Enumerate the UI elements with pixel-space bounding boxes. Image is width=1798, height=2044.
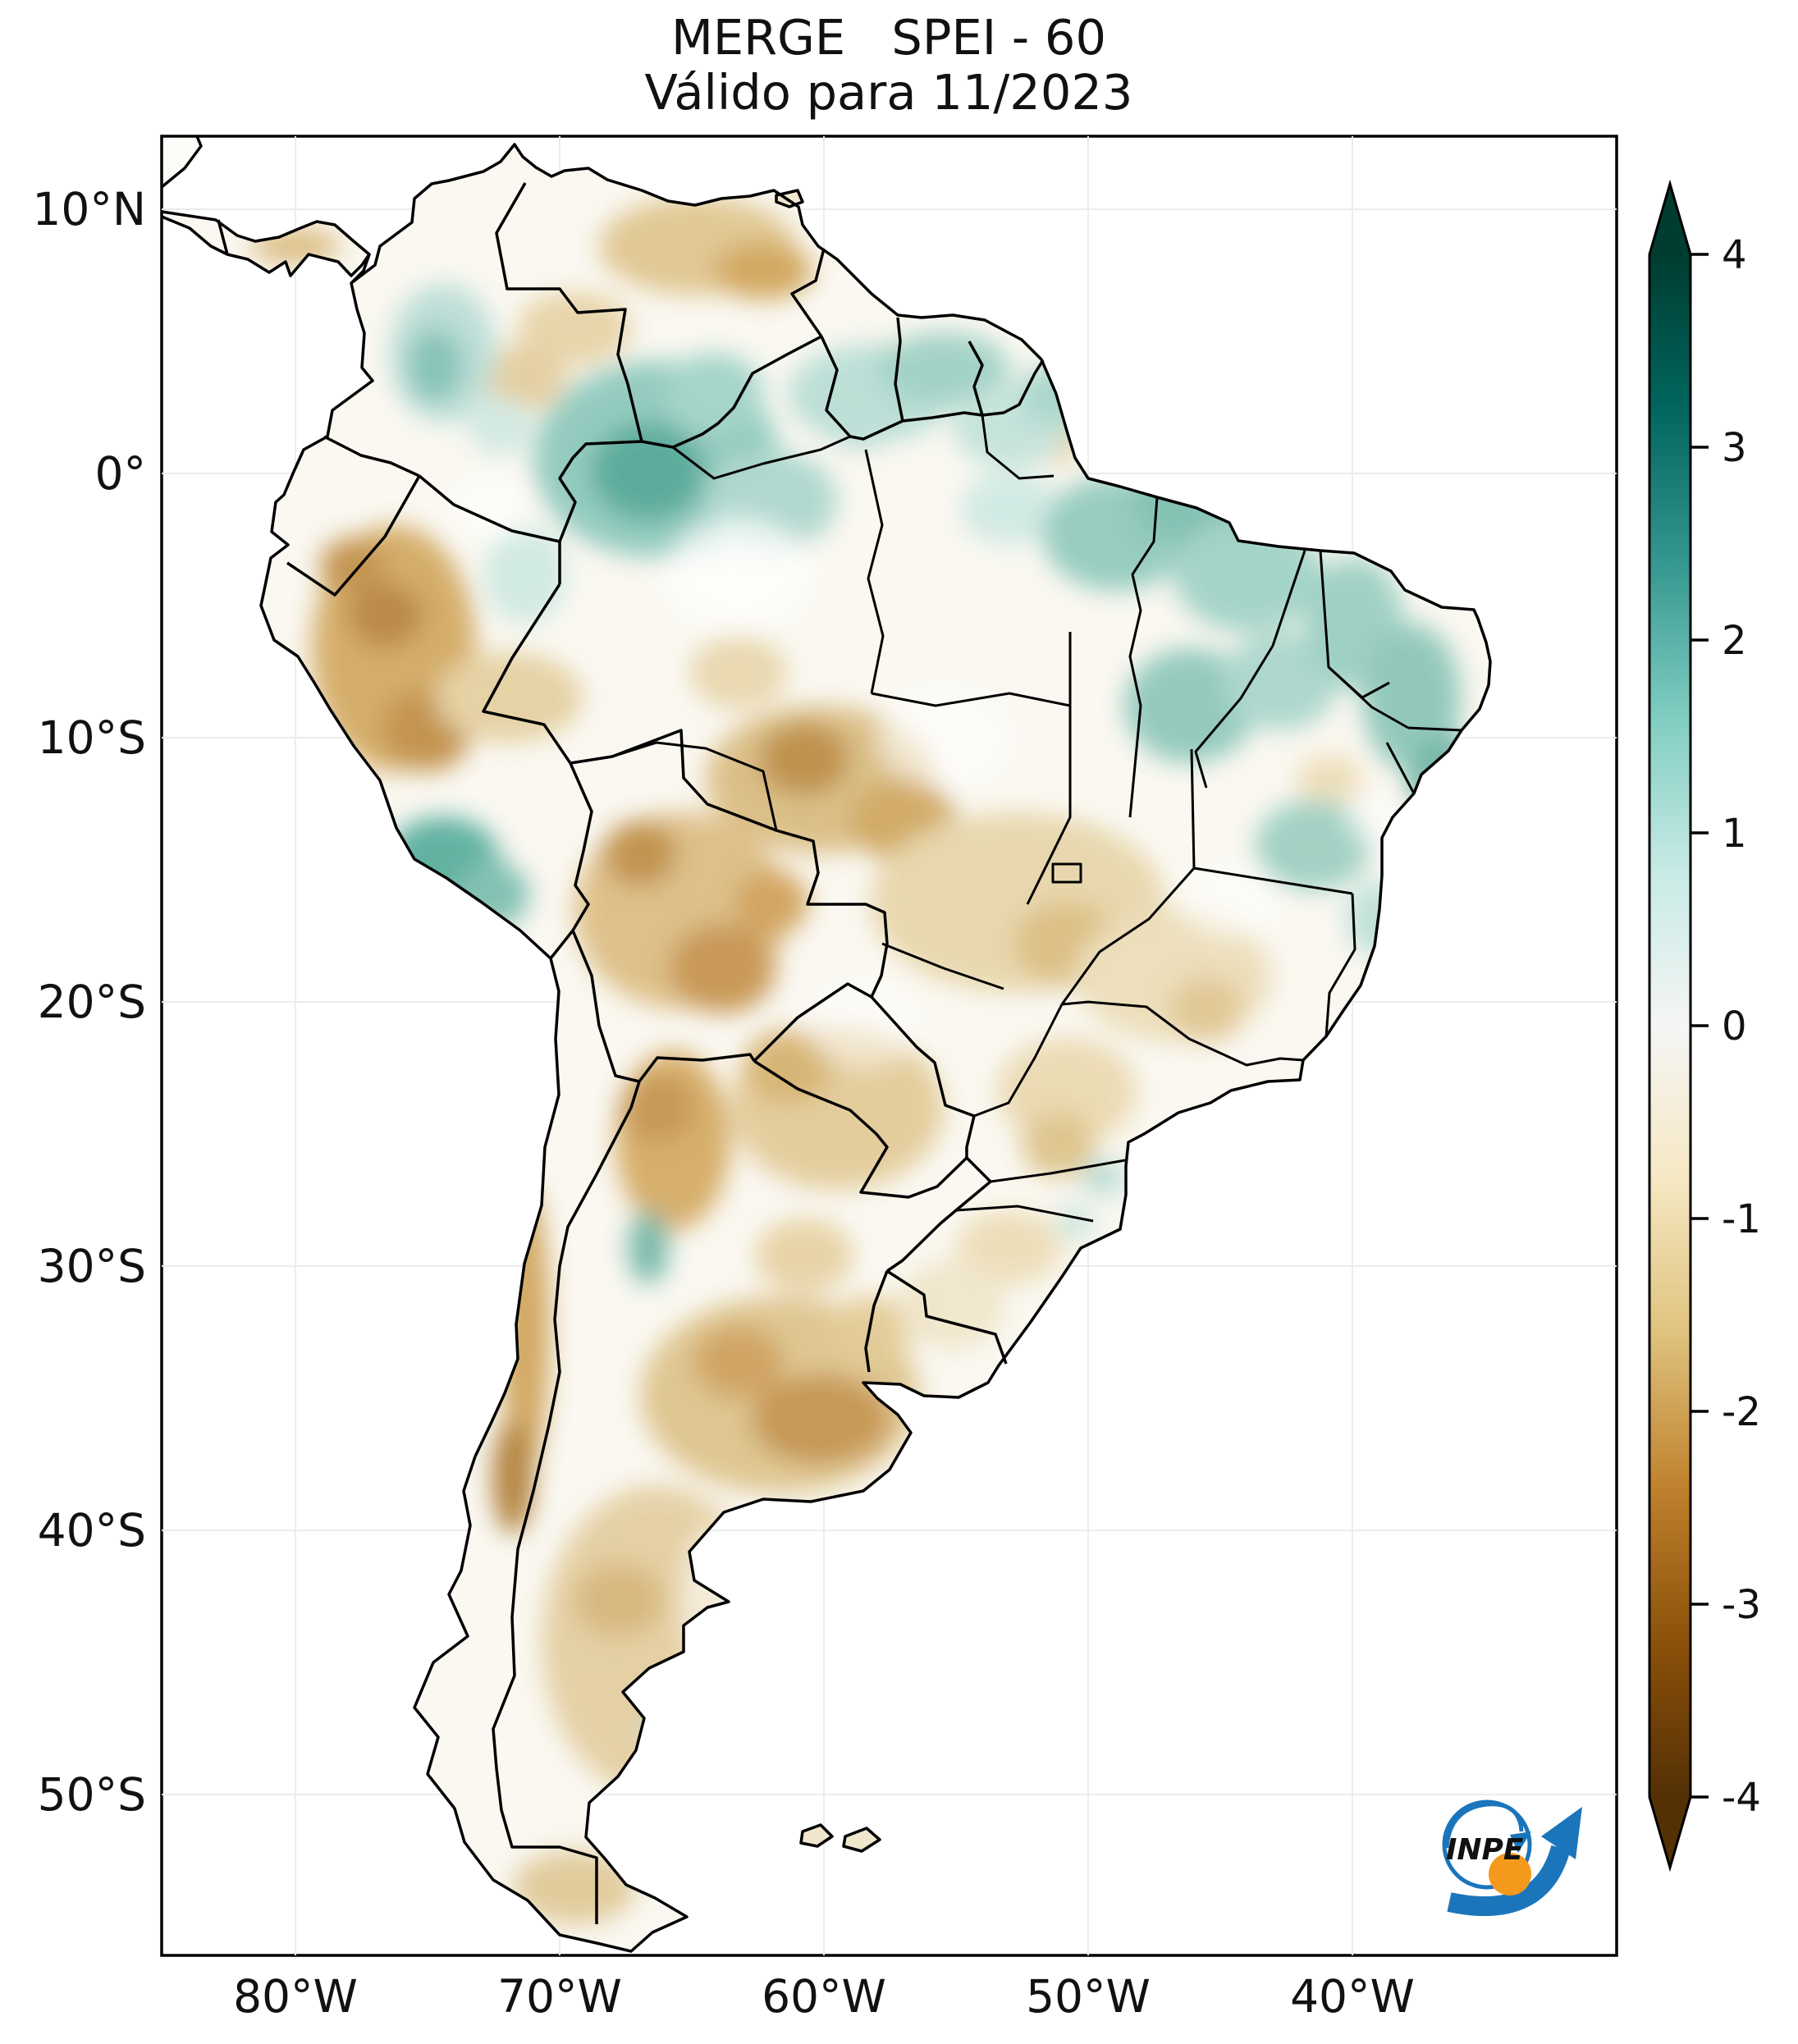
colorbar-gradient bbox=[1649, 254, 1690, 1797]
state-borders bbox=[611, 414, 1462, 1223]
lat-tick-40s: 40°S bbox=[38, 1504, 146, 1557]
cb-tick-m3: -3 bbox=[1722, 1582, 1761, 1628]
inpe-logo-inner-spiral bbox=[1444, 1802, 1524, 1849]
inpe-logo: INPE bbox=[1442, 1799, 1582, 1917]
cb-tick-m1: -1 bbox=[1722, 1196, 1761, 1242]
inpe-logo-text: INPE bbox=[1446, 1833, 1524, 1867]
lat-tick-30s: 30°S bbox=[38, 1240, 146, 1292]
inpe-logo-big-arrow bbox=[1447, 1845, 1571, 1917]
lat-tick-10n: 10°N bbox=[32, 183, 146, 235]
colorbar-tick-labels: 4 3 2 1 0 -1 -2 -3 -4 bbox=[1722, 232, 1761, 1821]
cb-tick-1: 1 bbox=[1722, 811, 1747, 857]
latitude-axis: 10°N 0° 10°S 20°S 30°S 40°S 50°S bbox=[32, 183, 146, 1821]
cb-tick-m2: -2 bbox=[1722, 1389, 1761, 1435]
lon-tick-80w: 80°W bbox=[233, 1970, 358, 2023]
lat-tick-20s: 20°S bbox=[38, 976, 146, 1028]
colorbar-bottom-extend-arrow bbox=[1649, 1797, 1690, 1868]
figure-title: MERGE SPEI - 60 bbox=[671, 9, 1106, 66]
inpe-logo-arrowhead bbox=[1541, 1807, 1582, 1859]
colorbar-tick-marks bbox=[1690, 253, 1709, 1799]
lon-tick-50w: 50°W bbox=[1026, 1970, 1151, 2023]
longitude-axis: 80°W 70°W 60°W 50°W 40°W bbox=[233, 1970, 1415, 2023]
inpe-logo-orange-dot bbox=[1489, 1853, 1531, 1895]
country-borders bbox=[217, 182, 1045, 1924]
cb-tick-4: 4 bbox=[1722, 232, 1747, 278]
lat-tick-0: 0° bbox=[95, 447, 147, 500]
lon-tick-40w: 40°W bbox=[1290, 1970, 1415, 2023]
cb-tick-m4: -4 bbox=[1722, 1775, 1761, 1821]
lat-tick-10s: 10°S bbox=[38, 711, 146, 764]
lon-tick-60w: 60°W bbox=[762, 1970, 886, 2023]
cb-tick-0: 0 bbox=[1722, 1004, 1747, 1049]
cb-tick-3: 3 bbox=[1722, 425, 1747, 471]
colorbar: 4 3 2 1 0 -1 -2 -3 -4 bbox=[1648, 179, 1761, 1873]
lat-tick-50s: 50°S bbox=[38, 1768, 146, 1821]
figure-subtitle: Válido para 11/2023 bbox=[645, 64, 1133, 121]
inpe-logo-inner-arrowhead bbox=[1510, 1831, 1531, 1853]
lon-tick-70w: 70°W bbox=[497, 1970, 622, 2023]
colorbar-top-extend-arrow bbox=[1649, 184, 1690, 254]
cb-tick-2: 2 bbox=[1722, 618, 1747, 664]
